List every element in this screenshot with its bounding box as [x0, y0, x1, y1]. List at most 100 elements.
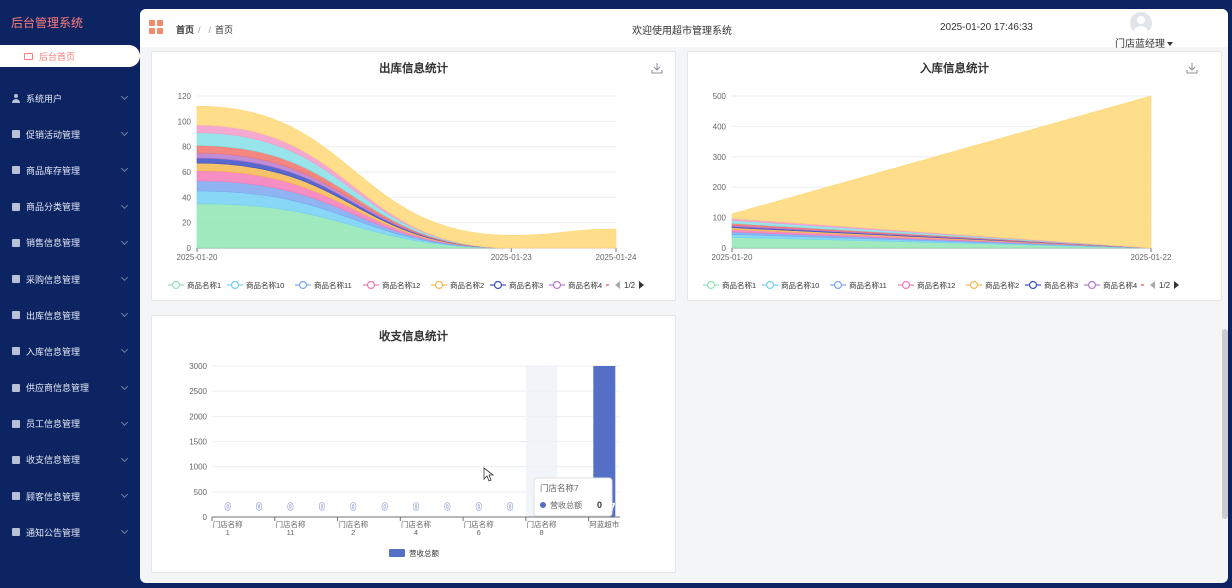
legend-marker [901, 280, 911, 290]
y-tick-label: 1500 [189, 438, 207, 447]
sidebar-item[interactable]: 供应商信息管理 [0, 370, 140, 406]
y-tick-label: 100 [178, 117, 192, 126]
area-series [196, 105, 617, 249]
x-tick-label: 门店名称 [527, 519, 557, 529]
y-tick-label: 400 [713, 122, 727, 131]
legend-marker [706, 280, 716, 290]
legend-page: 1/2 [1159, 281, 1171, 290]
checkbox-icon [12, 166, 20, 175]
y-tick-label: 200 [713, 183, 727, 192]
sidebar-item[interactable]: 通知公告管理 [0, 514, 140, 550]
apps-grid-icon[interactable] [149, 20, 163, 34]
sidebar-item[interactable]: 顾客信息管理 [0, 478, 140, 514]
sidebar-item-label: 顾客信息管理 [26, 491, 81, 502]
checkbox-icon [12, 419, 20, 428]
checkbox-icon [12, 238, 20, 247]
avatar[interactable] [1130, 12, 1152, 34]
sidebar-item[interactable]: 商品分类管理 [0, 189, 140, 225]
checkbox-icon [12, 130, 20, 139]
chevron-down-icon [120, 454, 129, 463]
chevron-down-icon [120, 201, 129, 209]
legend-label: 商品名称2 [450, 280, 484, 290]
legend-marker [1028, 280, 1038, 290]
breadcrumb-separator: / [198, 25, 201, 35]
legend-label: 商品名称4 [568, 280, 602, 290]
chevron-down-icon [120, 382, 129, 390]
sidebar-item-label: 出库信息管理 [26, 310, 81, 321]
download-icon[interactable] [1186, 62, 1198, 74]
area-series [731, 95, 1152, 249]
breadcrumb-home[interactable]: 首页 [176, 25, 195, 35]
data-label: 0 [413, 502, 419, 513]
legend-marker [493, 280, 503, 290]
chevron-down-icon [120, 310, 129, 318]
y-tick-label: 1000 [189, 463, 207, 472]
sidebar-item-label: 销售信息管理 [26, 238, 81, 249]
scrollbar[interactable] [1222, 329, 1228, 519]
sidebar-item[interactable]: 促销活动管理 [0, 116, 140, 152]
data-label: 0 [507, 502, 513, 513]
breadcrumb-separator: / [208, 25, 212, 35]
chart-title: 出库信息统计 [379, 63, 448, 75]
sidebar-item-home[interactable]: 后台首页 [0, 45, 140, 67]
chevron-down-icon [120, 237, 129, 245]
tooltip-value: 0 [597, 500, 602, 510]
chevron-down-icon [120, 273, 129, 282]
legend-label: 商品名称10 [246, 280, 284, 290]
sidebar-item[interactable]: 员工信息管理 [0, 406, 140, 442]
legend-marker [969, 280, 979, 290]
y-tick-label: 500 [713, 92, 727, 101]
y-tick-label: 120 [178, 92, 192, 101]
legend-label: 商品名称1 [187, 280, 221, 290]
legend-marker [366, 280, 376, 290]
sidebar-item[interactable]: 采购信息管理 [0, 261, 140, 297]
sidebar-item-label: 供应商信息管理 [26, 383, 90, 394]
y-tick-label: 300 [713, 153, 727, 162]
top-bar: 首页 / / 首页 欢迎使用超市管理系统 2025-01-20 17:46:33 门店… [140, 9, 1228, 50]
sidebar-item[interactable]: 销售信息管理 [0, 225, 140, 261]
tooltip-title: 门店名称7 [540, 483, 579, 493]
x-tick-label: 11 [287, 528, 295, 537]
datetime-display: 2025-01-20 17:46:33 [940, 22, 1033, 33]
welcome-text: 欢迎使用超市管理系统 [632, 26, 732, 37]
chevron-right-icon [639, 281, 644, 289]
y-tick-label: 40 [182, 193, 191, 202]
outbound-area-chart: 0 20 40 60 80 100 120 2025-01-20 2025-01-23 2025-… [168, 92, 644, 290]
legend-marker [552, 280, 562, 290]
legend-page: 1/2 [624, 281, 636, 290]
x-tick-label: 8 [539, 528, 543, 537]
user-menu[interactable]: 门店蓝经理 [1115, 35, 1173, 50]
legend-label: 营收总额 [409, 548, 439, 558]
chevron-down-icon [120, 129, 129, 137]
legend-label: 商品名称3 [1044, 280, 1078, 290]
sidebar-item-label: 系统用户 [26, 93, 63, 104]
chevron-down-icon [120, 165, 129, 173]
sidebar-item-label: 促销活动管理 [26, 129, 81, 140]
checkbox-icon [12, 492, 20, 501]
sidebar-item[interactable]: 入库信息管理 [0, 333, 140, 369]
x-tick-label: 2025-01-20 [712, 253, 753, 262]
sidebar-item[interactable]: 系统用户 [0, 80, 140, 116]
legend-label: 商品名称10 [781, 280, 819, 290]
finance-bar-chart: 05001000150020002500300000000000001237门店… [189, 362, 620, 558]
legend-marker [171, 280, 181, 290]
sidebar-item-label: 商品分类管理 [26, 202, 81, 213]
chevron-down-icon [120, 418, 129, 426]
legend-label: 商品名称12 [917, 280, 955, 290]
x-tick-label: 门店名称 [275, 519, 305, 529]
download-icon[interactable] [651, 62, 663, 74]
x-tick-label: 阿蓝超市 [589, 519, 619, 529]
sidebar-item[interactable]: 商品库存管理 [0, 152, 140, 188]
tooltip [533, 477, 613, 517]
legend-label: 商品名称3 [509, 280, 543, 290]
sidebar-item[interactable]: 出库信息管理 [0, 297, 140, 333]
y-tick-label: 0 [722, 244, 727, 253]
x-tick-label: 门店名称 [464, 519, 494, 529]
sidebar-item-label: 通知公告管理 [26, 527, 81, 538]
sidebar-item[interactable]: 收支信息管理 [0, 442, 140, 478]
data-label: 0 [350, 502, 356, 513]
legend-marker [833, 280, 843, 290]
brand-title: 后台管理系统 [11, 16, 84, 30]
y-tick-label: 0 [187, 244, 192, 253]
breadcrumb: 首页 / / 首页 [176, 23, 233, 36]
